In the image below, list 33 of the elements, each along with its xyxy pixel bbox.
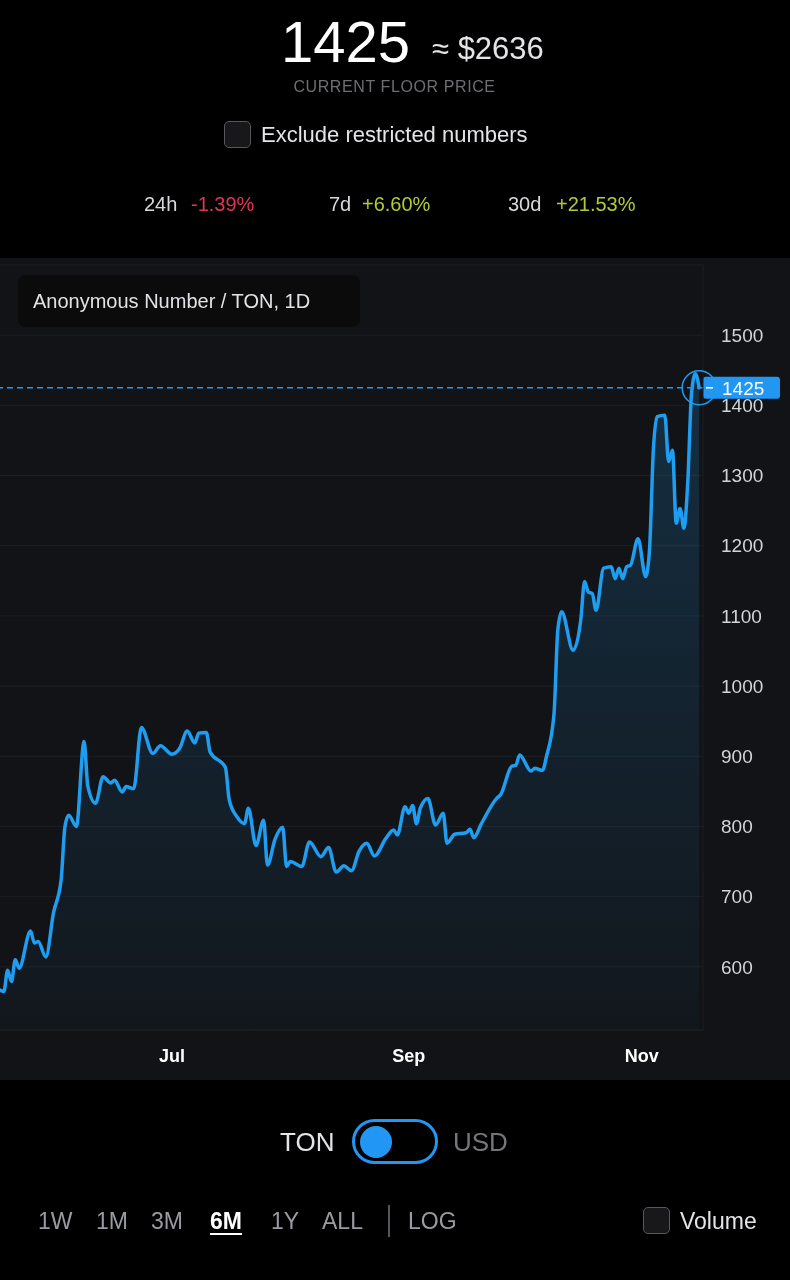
text: 1W	[38, 1207, 73, 1234]
x-tick-label: Nov	[624, 1045, 659, 1066]
text: USD	[453, 1127, 508, 1158]
x-tick-label: Sep	[392, 1045, 426, 1066]
y-tick-label: 800	[721, 816, 753, 838]
y-tick-label: 600	[721, 956, 753, 978]
text: ALL	[322, 1207, 363, 1234]
text: 24h	[144, 193, 178, 216]
x-tick-label: Jul	[158, 1045, 185, 1066]
text: 1Y	[271, 1207, 300, 1234]
text: LOG	[408, 1207, 457, 1234]
text: 7d	[329, 193, 352, 216]
annotation: Anonymous Number / TON, 1D	[33, 290, 311, 313]
y-tick-label: 900	[721, 746, 753, 768]
y-tick-label: 1200	[721, 535, 764, 557]
y-tick-label: 1300	[721, 465, 764, 487]
text: +6.60%	[362, 193, 431, 216]
chart-title: 1425	[281, 8, 411, 74]
text: Exclude restricted numbers	[261, 122, 528, 148]
text: -1.39%	[191, 193, 255, 216]
y-tick-label: 1000	[721, 675, 764, 697]
y-tick-label: 1500	[721, 324, 764, 346]
text: Volume	[680, 1207, 757, 1234]
chart-subtitle: CURRENT FLOOR PRICE	[292, 78, 497, 96]
text: TON	[280, 1127, 335, 1158]
text: +21.53%	[556, 193, 636, 216]
text: 6M	[210, 1207, 242, 1234]
text: 1M	[96, 1207, 128, 1234]
text: 3M	[151, 1207, 183, 1234]
y-tick-label: 700	[721, 886, 753, 908]
y-tick-label: 1100	[721, 605, 762, 627]
text: ≈ $2636	[432, 30, 544, 66]
text: 30d	[508, 193, 542, 216]
